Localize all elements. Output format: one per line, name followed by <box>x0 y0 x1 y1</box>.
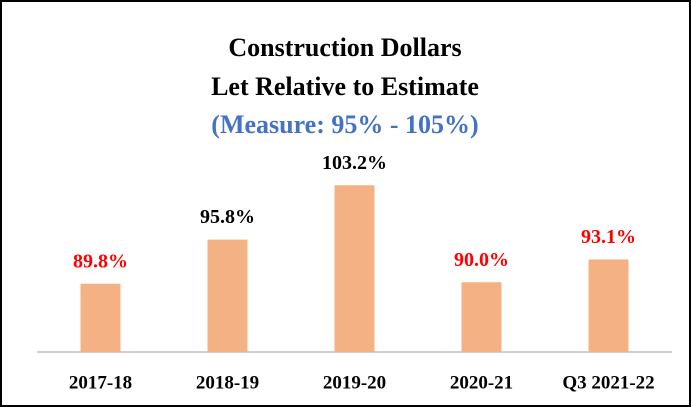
bar <box>588 259 629 352</box>
bar <box>334 185 375 352</box>
x-tick-label: 2018-19 <box>196 372 259 393</box>
data-label: 103.2% <box>322 152 387 174</box>
bar <box>207 239 248 352</box>
data-label: 95.8% <box>200 206 255 228</box>
x-tick-label: 2017-18 <box>69 372 132 393</box>
chart-subtitle: (Measure: 95% - 105%) <box>211 110 478 139</box>
chart-title: Let Relative to Estimate <box>211 72 479 101</box>
x-tick-label: Q3 2021-22 <box>562 372 654 393</box>
bar <box>80 283 121 352</box>
data-label: 89.8% <box>73 250 128 272</box>
data-label: 90.0% <box>454 249 509 271</box>
data-label: 93.1% <box>581 226 636 248</box>
x-tick-label: 2019-20 <box>323 372 386 393</box>
bar <box>461 282 502 352</box>
chart-title: Construction Dollars <box>228 33 461 62</box>
x-tick-label: 2020-21 <box>450 372 513 393</box>
